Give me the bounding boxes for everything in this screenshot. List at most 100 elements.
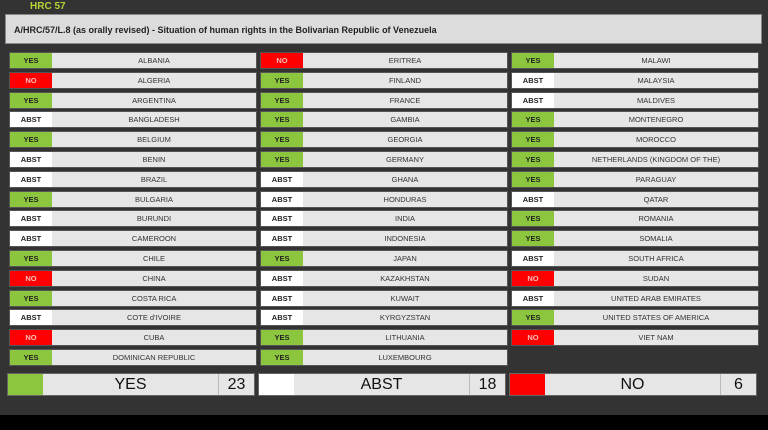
- vote-badge: YES: [512, 231, 554, 247]
- vote-badge: NO: [10, 72, 52, 88]
- vote-row: YES GEORGIA: [260, 131, 508, 149]
- country-name: FINLAND: [388, 75, 422, 85]
- country-name: VIET NAM: [638, 333, 674, 343]
- vote-row: NO VIET NAM: [511, 329, 759, 347]
- vote-row: ABST BANGLADESH: [9, 111, 257, 129]
- vote-row: ABST GHANA: [260, 170, 508, 188]
- country-name: SUDAN: [642, 273, 670, 283]
- country-name: CUBA: [143, 333, 165, 343]
- vote-row: YES MALAWI: [511, 52, 759, 69]
- vote-row: ABST KUWAIT: [260, 289, 508, 307]
- total-abst: ABST 18: [258, 373, 506, 396]
- vote-badge: YES: [261, 250, 303, 266]
- vote-badge: YES: [261, 349, 303, 365]
- vote-row: NO ALGERIA: [9, 71, 257, 89]
- vote-badge: YES: [261, 72, 303, 88]
- vote-badge: ABST: [512, 92, 554, 108]
- session-label: HRC 57: [30, 1, 66, 12]
- vote-row: YES MONTENEGRO: [511, 111, 759, 129]
- color-swatch: [8, 374, 43, 395]
- country-name: HONDURAS: [383, 194, 427, 204]
- vote-badge: ABST: [10, 231, 52, 247]
- total-no: NO 6: [509, 373, 757, 396]
- vote-row: YES ROMANIA: [511, 210, 759, 228]
- vote-row: NO ERITREA: [260, 52, 508, 69]
- vote-row: YES NETHERLANDS (KINGDOM OF THE): [511, 150, 759, 168]
- country-name: GHANA: [391, 174, 419, 184]
- vote-badge: YES: [10, 191, 52, 207]
- vote-row: YES GAMBIA: [260, 111, 508, 129]
- vote-row: YES UNITED STATES OF AMERICA: [511, 309, 759, 327]
- country-name: INDONESIA: [384, 234, 426, 244]
- vote-badge: YES: [10, 132, 52, 148]
- country-column: YES MALAWI ABST MALAYSIA ABST MALDIVES YES MONT…: [511, 52, 759, 349]
- total-count: 23: [218, 374, 254, 395]
- vote-row: ABST HONDURAS: [260, 190, 508, 208]
- country-name: FRANCE: [389, 95, 421, 105]
- vote-badge: YES: [10, 250, 52, 266]
- country-name: MALAYSIA: [637, 75, 675, 85]
- vote-badge: YES: [512, 310, 554, 326]
- vote-badge: ABST: [261, 211, 303, 227]
- vote-row: YES SOMALIA: [511, 230, 759, 248]
- vote-row: ABST MALDIVES: [511, 91, 759, 109]
- vote-row: YES ARGENTINA: [9, 91, 257, 109]
- vote-badge: YES: [261, 112, 303, 128]
- vote-row: YES FRANCE: [260, 91, 508, 109]
- vote-badge: ABST: [261, 310, 303, 326]
- vote-row: YES MOROCCO: [511, 131, 759, 149]
- color-swatch: [259, 374, 294, 395]
- country-name: GEORGIA: [387, 135, 423, 145]
- country-name: NETHERLANDS (KINGDOM OF THE): [591, 154, 721, 164]
- vote-row: ABST KYRGYZSTAN: [260, 309, 508, 327]
- country-name: CHILE: [142, 253, 166, 263]
- vote-row: ABST BENIN: [9, 150, 257, 168]
- vote-badge: YES: [512, 151, 554, 167]
- country-name: LUXEMBOURG: [378, 352, 432, 362]
- country-name: MALDIVES: [637, 95, 675, 105]
- vote-badge: YES: [261, 92, 303, 108]
- vote-row: ABST BURUNDI: [9, 210, 257, 228]
- vote-badge: YES: [512, 211, 554, 227]
- vote-badge: ABST: [10, 112, 52, 128]
- vote-badge: NO: [10, 270, 52, 286]
- country-name: PARAGUAY: [635, 174, 677, 184]
- country-name: COSTA RICA: [131, 293, 177, 303]
- vote-badge: ABST: [10, 211, 52, 227]
- vote-badge: NO: [512, 270, 554, 286]
- vote-badge: ABST: [512, 72, 554, 88]
- vote-row: ABST COTE d'IVOIRE: [9, 309, 257, 327]
- country-column: YES ALBANIA NO ALGERIA YES ARGENTINA ABST BANGL…: [9, 52, 257, 369]
- resolution-title: A/HRC/57/L.8 (as orally revised) - Situa…: [5, 14, 762, 44]
- vote-row: ABST QATAR: [511, 190, 759, 208]
- vote-row: ABST UNITED ARAB EMIRATES: [511, 289, 759, 307]
- vote-badge: YES: [261, 330, 303, 346]
- vote-row: YES LUXEMBOURG: [260, 348, 508, 366]
- total-count: 18: [469, 374, 505, 395]
- country-name: ALGERIA: [137, 75, 171, 85]
- vote-badge: YES: [512, 53, 554, 68]
- total-label: NO: [620, 375, 645, 393]
- vote-badge: YES: [10, 92, 52, 108]
- country-name: UNITED STATES OF AMERICA: [602, 313, 710, 323]
- vote-row: ABST BRAZIL: [9, 170, 257, 188]
- vote-badge: YES: [261, 132, 303, 148]
- vote-badge: ABST: [261, 171, 303, 187]
- country-name: ROMANIA: [638, 214, 674, 224]
- vote-row: YES ALBANIA: [9, 52, 257, 69]
- vote-badge: ABST: [261, 290, 303, 306]
- vote-badge: YES: [512, 112, 554, 128]
- country-column: NO ERITREA YES FINLAND YES FRANCE YES GAMBIA YES…: [260, 52, 508, 369]
- vote-row: YES GERMANY: [260, 150, 508, 168]
- total-label: YES: [114, 375, 147, 393]
- country-name: UNITED ARAB EMIRATES: [611, 293, 701, 303]
- vote-badge: ABST: [10, 310, 52, 326]
- country-name: BELGIUM: [137, 135, 171, 145]
- vote-badge: ABST: [261, 270, 303, 286]
- country-name: BENIN: [142, 154, 166, 164]
- vote-row: ABST MALAYSIA: [511, 71, 759, 89]
- vote-badge: NO: [10, 330, 52, 346]
- vote-badge: NO: [512, 330, 554, 346]
- country-name: INDIA: [394, 214, 415, 224]
- country-name: SOUTH AFRICA: [628, 253, 684, 263]
